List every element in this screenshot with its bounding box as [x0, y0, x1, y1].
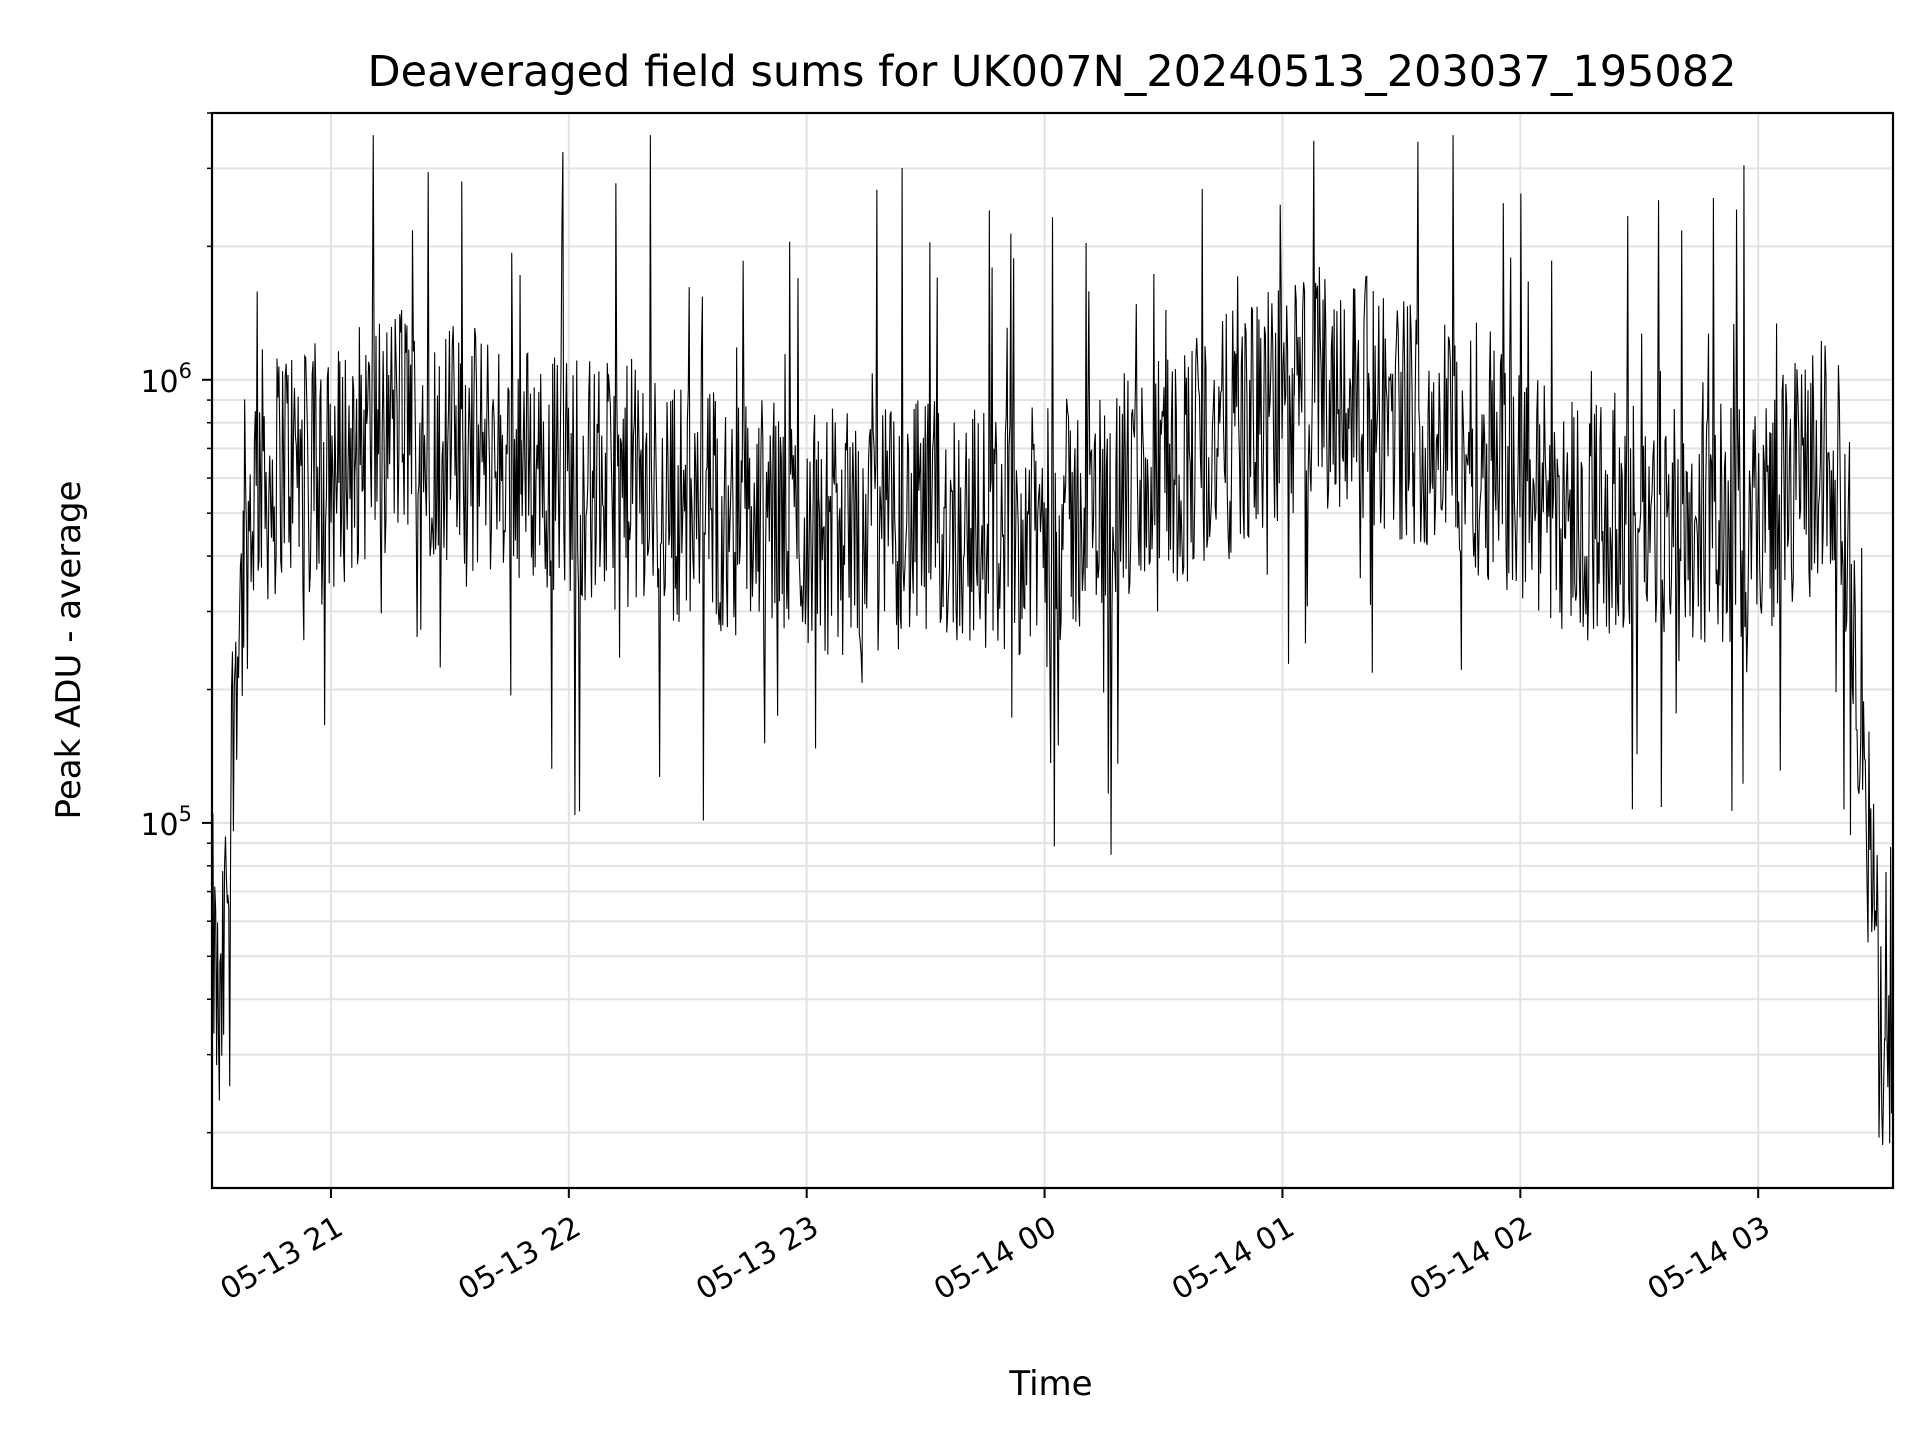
y-tick-label: 106 — [140, 359, 192, 400]
y-axis-ticks: 105 106 — [140, 112, 212, 1134]
x-axis-label: Time — [1008, 1364, 1092, 1404]
plot-frame — [210, 111, 1895, 1190]
chart-title: Deaveraged field sums for UK007N_2024051… — [368, 47, 1737, 97]
y-axis-label: Peak ADU - average — [49, 481, 89, 820]
data-line — [211, 135, 1894, 1146]
series-line — [211, 135, 1894, 1146]
grid — [212, 112, 1893, 1188]
y-tick-label: 105 — [140, 802, 192, 843]
